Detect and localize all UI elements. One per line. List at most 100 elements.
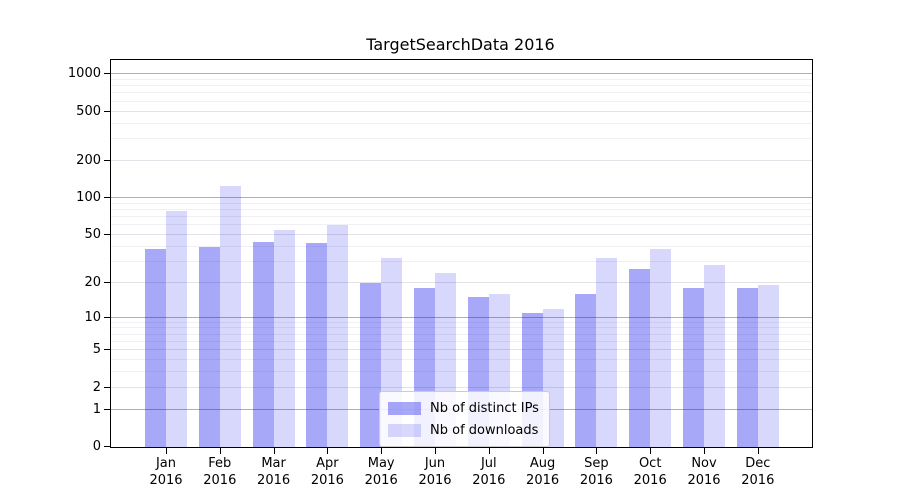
x-tick-mark [381,448,383,454]
x-tick-mark [327,448,329,454]
y-tick-mark [104,233,110,235]
minor-gridline [111,260,812,262]
bar-downloads [219,186,241,447]
bar-distinct-ips [252,241,274,447]
legend-swatch-downloads [388,423,421,437]
bar-downloads [166,211,187,447]
bar-distinct-ips [683,288,704,447]
minor-gridline [111,208,812,210]
minor-gridline [111,371,812,373]
y-tick-mark [104,446,110,447]
x-tick-label: Nov 2016 [687,456,721,488]
bar-distinct-ips [360,282,382,447]
bar-distinct-ips [736,288,758,447]
y-tick-mark [104,196,110,198]
x-tick-label: Aug 2016 [526,456,560,488]
minor-gridline [111,359,812,361]
y-tick-mark [104,316,110,318]
legend-label: Nb of downloads [430,422,539,438]
x-tick-label: May 2016 [364,456,398,488]
bar-downloads [757,285,779,447]
x-tick-mark [596,448,598,454]
y-tick-mark [104,110,110,112]
legend-swatch-distinct-ips [388,401,421,415]
y-tick-label: 1000 [67,66,101,82]
legend-row: Nb of downloads [388,419,539,441]
x-tick-mark [166,448,167,454]
x-tick-mark [219,448,221,454]
minor-gridline [111,92,812,94]
major-gridline [111,196,812,198]
legend-label: Nb of distinct IPs [430,400,539,416]
x-tick-label: Dec 2016 [741,456,775,488]
x-tick-label: Sep 2016 [579,456,613,488]
legend: Nb of distinct IPs Nb of downloads [379,391,550,447]
x-tick-mark [704,448,705,454]
x-tick-mark [757,448,759,454]
minor-gridline [111,78,812,80]
x-tick-mark [435,448,436,454]
bar-distinct-ips [145,249,166,447]
x-tick-mark [273,448,275,454]
legend-row: Nb of distinct IPs [388,397,539,419]
bar-distinct-ips [629,269,651,447]
minor-gridline [111,327,812,329]
y-tick-label: 100 [76,189,101,205]
major-gridline [111,386,812,388]
y-tick-mark [104,408,110,410]
y-tick-mark [104,281,110,283]
minor-gridline [111,122,812,124]
x-tick-label: Jul 2016 [472,456,506,488]
minor-gridline [111,340,812,342]
minor-gridline [111,215,812,217]
y-tick-label: 2 [92,379,101,395]
minor-gridline [111,202,812,204]
x-tick-mark [542,448,544,454]
major-gridline [111,159,812,161]
bar-downloads [704,265,725,447]
minor-gridline [111,100,812,102]
major-gridline [111,233,812,235]
bar-downloads [273,229,295,447]
x-tick-mark [650,448,652,454]
minor-gridline [111,321,812,323]
minor-gridline [111,245,812,247]
x-tick-label: Jan 2016 [149,456,183,488]
y-tick-label: 200 [76,152,101,168]
x-tick-label: Apr 2016 [310,456,344,488]
x-tick-label: Jun 2016 [418,456,452,488]
major-gridline [111,349,812,351]
y-tick-label: 50 [84,226,101,242]
bar-distinct-ips [198,246,220,447]
y-tick-label: 10 [84,309,101,325]
major-gridline [111,316,812,318]
x-tick-mark [488,448,490,454]
plot-area: 0 1 2 5 10 20 50 100 200 500 1000 Jan 2016 Feb 2016 Mar… [68,59,813,488]
x-tick-label: Oct 2016 [633,456,667,488]
y-tick-label: 5 [92,342,101,358]
minor-gridline [111,333,812,335]
bar-downloads [596,258,618,447]
bar-distinct-ips [575,294,597,447]
y-tick-mark [104,159,110,161]
bar-downloads [327,225,349,447]
major-gridline [111,73,812,75]
y-tick-label: 0 [92,439,101,454]
bar-distinct-ips [306,242,328,447]
major-gridline [111,281,812,283]
y-tick-mark [104,349,110,351]
x-tick-label: Mar 2016 [257,456,291,488]
bar-downloads [650,249,672,447]
minor-gridline [111,138,812,139]
chart-title: TargetSearchData 2016 [366,35,555,54]
y-tick-label: 500 [76,103,101,119]
minor-gridline [111,85,812,87]
x-tick-label: Feb 2016 [203,456,237,488]
major-gridline [111,110,812,112]
minor-gridline [111,224,812,226]
y-tick-label: 20 [84,274,101,290]
y-tick-label: 1 [92,401,101,417]
y-tick-mark [104,73,110,75]
y-tick-mark [104,386,110,388]
